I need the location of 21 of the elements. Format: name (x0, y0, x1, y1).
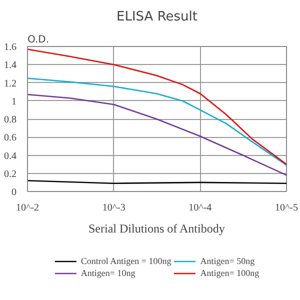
y-tick-label: 1.2 (4, 78, 16, 90)
y-tick-label: 0.2 (4, 168, 16, 180)
x-tick-label: 10^-3 (102, 202, 126, 214)
x-tick-label: 10^-4 (188, 202, 212, 214)
chart-title: ELISA Result (116, 10, 198, 24)
x-tick-label: 10^-2 (16, 202, 40, 214)
x-axis-title: Serial Dilutions of Antibody (88, 222, 225, 236)
y-tick-label: 0.6 (4, 132, 16, 144)
y-tick-label: 0 (12, 187, 16, 198)
y-tick-label: 1.6 (4, 42, 16, 53)
legend-label: Antigen= 100ng (200, 268, 260, 278)
x-tick-label: 10^-5 (274, 202, 298, 214)
y-tick-label: 1 (12, 96, 16, 108)
y-tick-label: 1.4 (4, 60, 16, 72)
legend-label: Control Antigen = 100ng (80, 256, 172, 266)
legend-label: Antigen= 10ng (80, 268, 136, 278)
line-series (28, 94, 286, 176)
y-axis-title: O.D. (28, 34, 50, 46)
y-tick-label: 0.8 (4, 114, 16, 126)
legend-label: Antigen= 50ng (200, 256, 255, 266)
y-tick-label: 0.4 (4, 150, 16, 162)
